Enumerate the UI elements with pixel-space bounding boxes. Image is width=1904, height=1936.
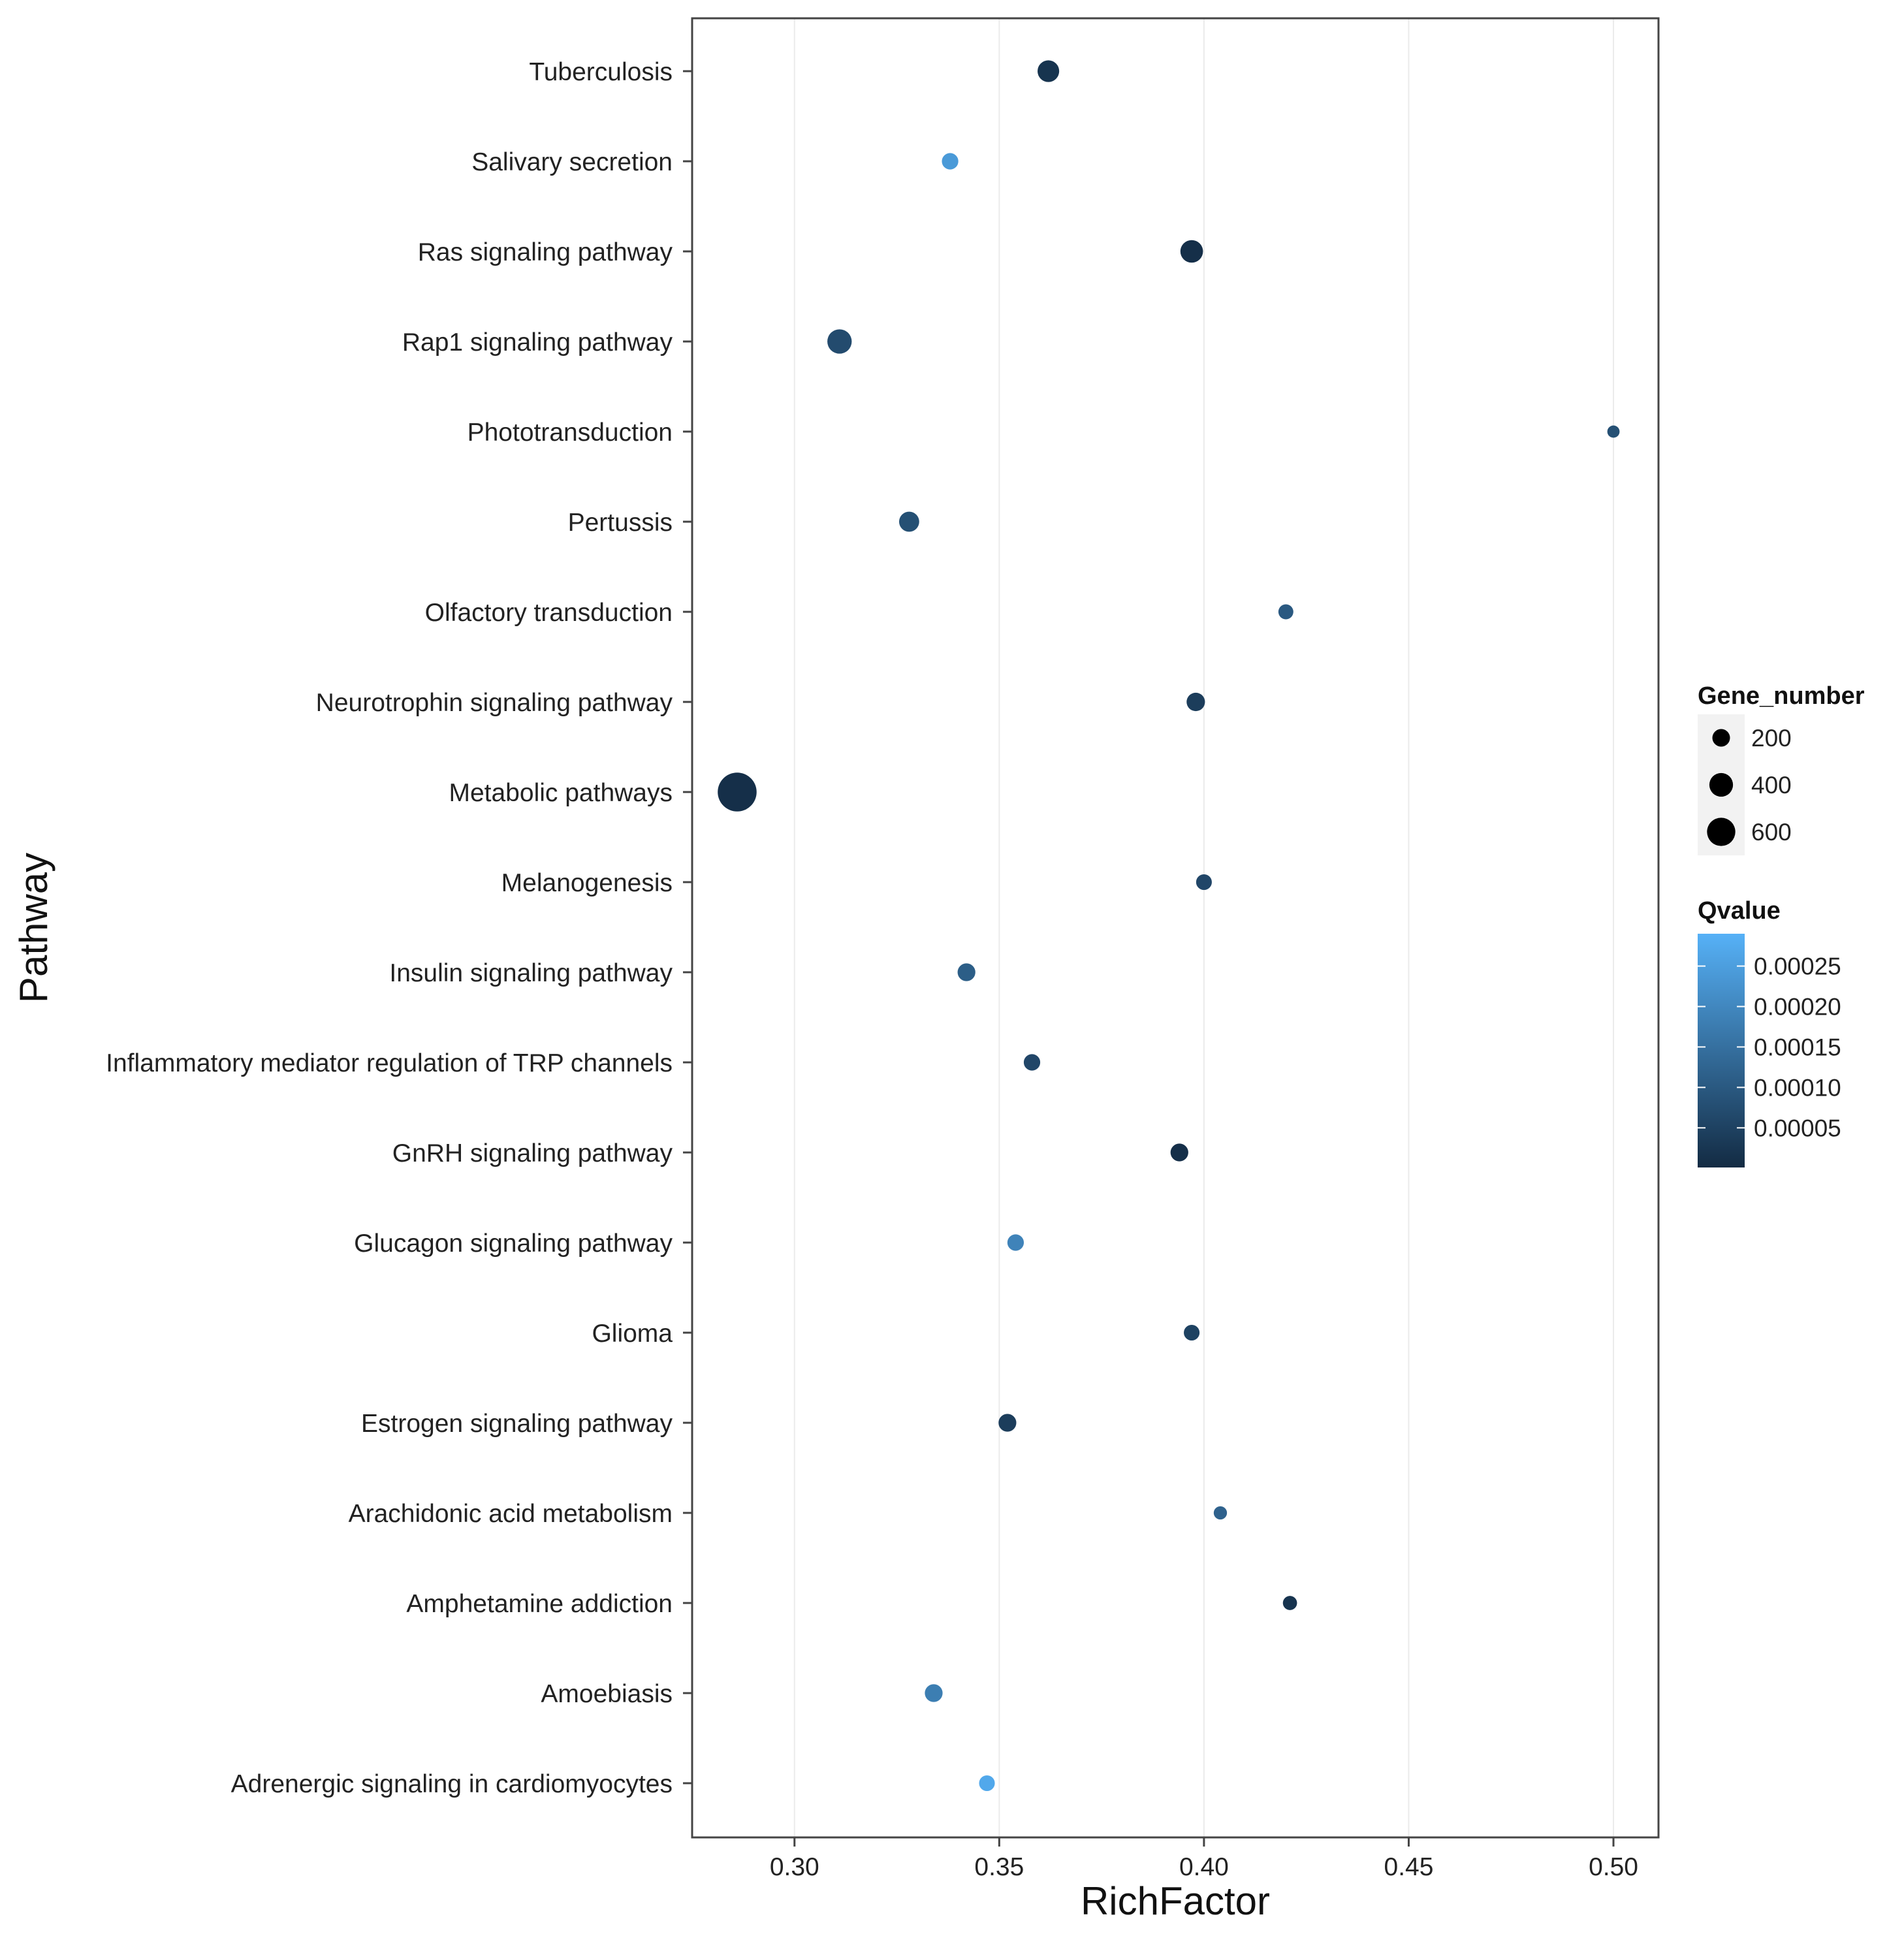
data-point [718, 772, 757, 812]
size-legend-title: Gene_number [1698, 682, 1865, 710]
x-tick-label: 0.50 [1589, 1853, 1638, 1881]
color-legend-label: 0.00010 [1754, 1074, 1841, 1101]
y-tick-label: Salivary secretion [471, 148, 673, 176]
plot-panel-border [691, 17, 1660, 1839]
y-tick-label: Metabolic pathways [449, 779, 673, 807]
data-point [1023, 1054, 1041, 1071]
data-point [1213, 1506, 1228, 1520]
qvalue-colorbar [1698, 934, 1745, 1167]
color-legend-label: 0.00025 [1754, 953, 1841, 980]
x-tick-label: 0.45 [1384, 1853, 1434, 1881]
size-legend-key [1709, 772, 1734, 797]
data-point [1278, 604, 1293, 620]
data-point [979, 1775, 995, 1792]
size-legend-label: 600 [1751, 819, 1792, 846]
color-legend-title: Qvalue [1698, 897, 1781, 925]
data-point [1184, 1324, 1200, 1341]
y-tick-label: Arachidonic acid metabolism [349, 1500, 673, 1528]
y-tick-label: Tuberculosis [529, 58, 673, 86]
x-tick-label: 0.40 [1179, 1853, 1229, 1881]
qvalue-legend: Qvalue 0.00025 0.00020 0.00015 0.00010 0.000… [1698, 897, 1841, 1167]
size-legend-label: 200 [1751, 725, 1792, 752]
y-tick-label: Glucagon signaling pathway [354, 1230, 673, 1258]
data-point [925, 1684, 943, 1702]
data-point [957, 963, 976, 981]
y-tick-label: Melanogenesis [501, 869, 673, 897]
y-tick-label: Olfactory transduction [425, 599, 673, 627]
y-axis: Tuberculosis Salivary secretion Ras signal… [106, 58, 692, 1798]
gene-number-legend: Gene_number 200 400 600 [1698, 682, 1865, 855]
data-points [718, 60, 1620, 1792]
data-point [998, 1414, 1017, 1432]
y-tick-label: Neurotrophin signaling pathway [316, 689, 673, 717]
x-axis-title: RichFactor [1081, 1879, 1270, 1923]
color-legend-label: 0.00020 [1754, 993, 1841, 1020]
size-legend-key [1707, 817, 1736, 846]
data-point [898, 511, 919, 532]
color-legend-label: 0.00015 [1754, 1034, 1841, 1060]
size-legend-key [1712, 729, 1730, 747]
data-point [1180, 240, 1203, 263]
plot-panel [692, 18, 1658, 1837]
y-tick-label: Amphetamine addiction [406, 1590, 673, 1618]
grid-lines [793, 18, 1615, 1837]
y-tick-label: Insulin signaling pathway [389, 959, 673, 987]
data-point [1607, 425, 1620, 438]
y-tick-label: Inflammatory mediator regulation of TRP … [106, 1049, 673, 1077]
data-point [942, 153, 959, 170]
data-point [1186, 692, 1205, 712]
y-tick-label: Phototransduction [468, 419, 673, 447]
color-legend-label: 0.00005 [1754, 1115, 1841, 1141]
x-tick-label: 0.35 [974, 1853, 1024, 1881]
y-tick-label: GnRH signaling pathway [392, 1139, 673, 1167]
y-tick-label: Amoebiasis [541, 1680, 673, 1708]
x-tick-label: 0.30 [770, 1853, 819, 1881]
data-point [1007, 1234, 1024, 1251]
size-legend-label: 400 [1751, 772, 1792, 799]
data-point [1038, 60, 1060, 82]
y-tick-label: Estrogen signaling pathway [361, 1410, 673, 1438]
data-point [1170, 1143, 1188, 1162]
y-tick-label: Glioma [592, 1320, 673, 1348]
x-axis: 0.30 0.35 0.40 0.45 0.50 [770, 1837, 1638, 1881]
y-tick-label: Adrenergic signaling in cardiomyocytes [231, 1770, 673, 1798]
y-tick-label: Pertussis [568, 509, 673, 537]
data-point [1282, 1596, 1297, 1610]
y-tick-label: Rap1 signaling pathway [402, 328, 673, 357]
data-point [827, 329, 852, 354]
y-axis-title: Pathway [12, 853, 56, 1003]
y-tick-label: Ras signaling pathway [418, 238, 673, 266]
data-point [1196, 874, 1212, 891]
